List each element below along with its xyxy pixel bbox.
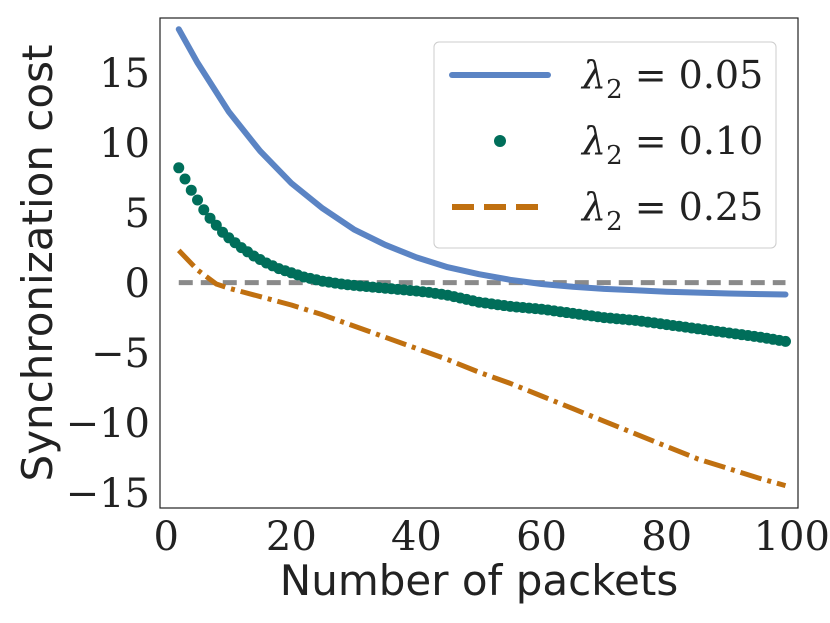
legend-entry: λ2 = 0.05 [449,53,763,105]
legend-value: = 0.10 [623,119,764,163]
y-tick-label: −10 [66,401,150,447]
y-tick-label: −5 [91,331,150,377]
x-tick-label: 80 [641,514,692,560]
x-tick-label: 0 [154,514,179,560]
legend-subscript: 2 [606,207,623,237]
series-lambda-0.05-line [175,26,789,298]
legend-subscript: 2 [606,75,623,105]
legend-value: = 0.05 [623,53,764,97]
legend-symbol: λ [580,185,606,229]
data-point [185,184,197,196]
y-tick-labels: 15 10 5 0 −5 −10 −15 [66,51,150,517]
legend-label: λ2 = 0.10 [580,119,763,171]
y-tick-label: 10 [99,121,150,167]
y-tick-label: 5 [125,191,150,237]
data-point [204,212,216,224]
legend-swatch-dot [494,135,506,147]
legend-symbol: λ [580,119,606,163]
x-tick-label: 20 [266,514,317,560]
legend-label: λ2 = 0.05 [580,53,763,105]
legend-symbol: λ [580,53,606,97]
y-tick-label: 15 [99,51,150,97]
data-point [210,219,222,231]
x-tick-labels: 0 20 40 60 80 100 [154,514,830,560]
legend-subscript: 2 [606,141,623,171]
y-axis-label: Synchronization cost [13,45,62,482]
data-point [779,335,791,347]
series-lambda-0.10 [173,162,791,347]
data-point [179,173,191,185]
y-tick-label: 0 [125,261,150,307]
legend-entry: λ2 = 0.10 [494,119,763,171]
data-point [173,162,185,174]
plot-area-frame [159,17,799,509]
legend-label: λ2 = 0.25 [580,185,763,237]
legend-entry: λ2 = 0.25 [452,185,763,237]
data-point [192,194,204,206]
x-tick-label: 100 [754,514,830,560]
y-tick-label: −15 [66,471,150,517]
x-tick-label: 60 [516,514,567,560]
data-point [198,204,210,216]
legend-box [433,41,777,249]
x-axis-label: Number of packets [280,556,678,605]
legend-value: = 0.25 [623,185,764,229]
series-lambda-0.25-line [176,248,787,489]
x-tick-label: 40 [391,514,442,560]
series-layer [173,26,791,489]
